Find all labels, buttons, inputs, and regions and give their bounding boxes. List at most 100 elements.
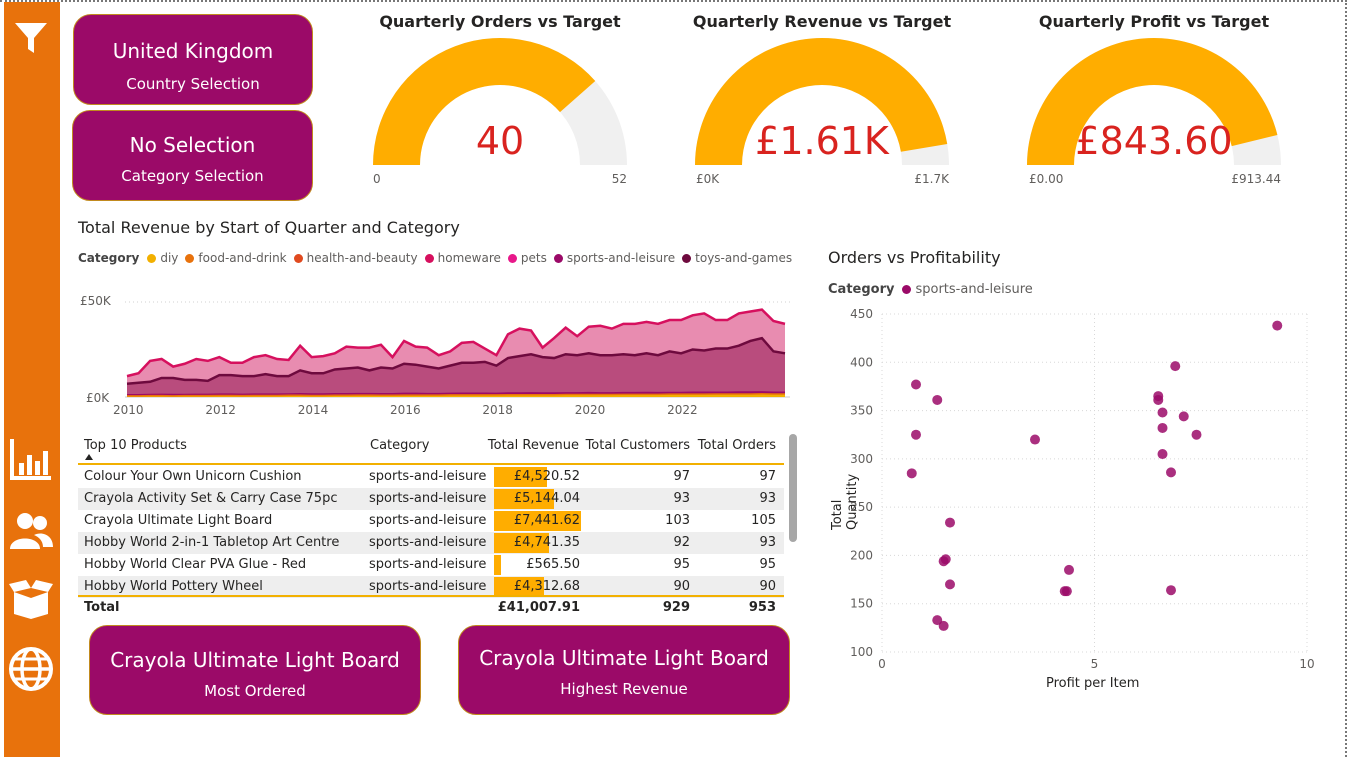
most-ordered-card[interactable]: Crayola Ultimate Light Board Most Ordere… (89, 625, 421, 715)
scatter-point[interactable] (1166, 467, 1176, 478)
legend-item[interactable]: diy (147, 251, 178, 265)
revenue-cell: £4,520.52 (513, 469, 580, 484)
customers-cell: 103 (665, 513, 690, 528)
legend-item[interactable]: pets (507, 251, 547, 265)
column-header-revenue[interactable]: Total Revenue (487, 438, 579, 453)
table-total-row: Total £41,007.91 929 953 (78, 597, 784, 619)
table-row[interactable]: Crayola Activity Set & Carry Case 75pc sp… (78, 488, 784, 510)
gauge-fill (373, 37, 596, 165)
column-header-product[interactable]: Top 10 Products (84, 438, 187, 453)
area-chart-plot[interactable] (125, 297, 790, 402)
gauge-arc (1027, 37, 1281, 165)
legend-title: Category (828, 282, 895, 297)
scatter-point[interactable] (1157, 422, 1168, 433)
table-row[interactable]: Colour Your Own Unicorn Cushion sports-an… (78, 466, 784, 488)
orders-gauge[interactable]: Quarterly Orders vs Target 40 0 52 (355, 2, 645, 197)
legend-item[interactable]: food-and-drink (185, 251, 287, 265)
customers-cell: 97 (673, 469, 690, 484)
profit-gauge[interactable]: Quarterly Profit vs Target £843.60 £0.00… (1009, 2, 1299, 197)
revenue-cell: £5,144.04 (513, 491, 580, 506)
scatter-point[interactable] (1064, 564, 1074, 575)
table-row[interactable]: Crayola Ultimate Light Board sports-and-l… (78, 510, 784, 532)
gauge-min: 0 (373, 172, 381, 186)
most-ordered-label: Most Ordered (204, 682, 306, 700)
globe-icon[interactable] (8, 646, 54, 692)
area-series-toys-and-games[interactable] (127, 338, 785, 397)
x-tick-label: 2014 (297, 403, 329, 417)
customers-cell: 90 (673, 579, 690, 594)
table-row[interactable]: Hobby World Clear PVA Glue - Red sports-a… (78, 554, 784, 576)
y-tick-label: 450 (850, 307, 873, 321)
legend-label: toys-and-games (695, 251, 793, 265)
revenue-cell: £4,312.68 (513, 579, 580, 594)
category-cell: sports-and-leisure (369, 579, 487, 594)
total-customers: 929 (662, 600, 690, 615)
country-selection-card[interactable]: United Kingdom Country Selection (73, 14, 313, 105)
scatter-point[interactable] (1166, 585, 1176, 596)
scatter-point[interactable] (911, 429, 921, 440)
total-revenue: £41,007.91 (497, 600, 580, 615)
gauge-arc (695, 37, 949, 166)
scatter-point[interactable] (1157, 449, 1168, 460)
legend-item[interactable]: homeware (424, 251, 501, 265)
scatter-point[interactable] (945, 517, 955, 528)
scatter-point[interactable] (1061, 586, 1072, 597)
country-selection-label: Country Selection (126, 75, 260, 93)
sort-ascending-icon[interactable] (85, 454, 93, 460)
column-header-category[interactable]: Category (370, 438, 430, 453)
line-series-toys-and-games[interactable] (126, 336, 786, 385)
scatter-point[interactable] (1030, 434, 1040, 445)
country-selection-value: United Kingdom (112, 39, 274, 63)
x-tick-label: 0 (878, 657, 886, 671)
box-icon[interactable] (8, 576, 54, 622)
scatter-point[interactable] (1170, 361, 1181, 372)
column-header-customers[interactable]: Total Customers (585, 438, 690, 453)
scatter-point[interactable] (1272, 320, 1283, 331)
table-row[interactable]: Hobby World Pottery Wheel sports-and-leis… (78, 576, 784, 598)
scatter-point[interactable] (938, 556, 949, 567)
legend-dot (424, 253, 434, 263)
legend-label: food-and-drink (198, 251, 287, 265)
scatter-point[interactable] (1153, 394, 1164, 405)
legend-item[interactable]: sports-and-leisure (902, 282, 1033, 297)
legend-item[interactable]: health-and-beauty (293, 251, 418, 265)
total-orders: 953 (748, 600, 776, 615)
revenue-data-bar (494, 511, 581, 531)
x-tick-label: 2016 (390, 403, 421, 417)
scatter-point[interactable] (911, 379, 921, 390)
scatter-point[interactable] (932, 615, 943, 626)
category-selection-card[interactable]: No Selection Category Selection (72, 110, 313, 201)
scatter-point[interactable] (1157, 407, 1168, 418)
bar-chart-icon[interactable] (8, 436, 54, 482)
scatter-point[interactable] (1178, 411, 1189, 422)
scatter-chart-title: Orders vs Profitability (828, 248, 1001, 267)
revenue-data-bar (494, 467, 547, 487)
line-series-sports-and-leisure[interactable] (127, 391, 785, 396)
gauge-value: £843.60 (1075, 119, 1233, 163)
scatter-point[interactable] (1191, 429, 1202, 440)
customers-cell: 95 (673, 557, 690, 572)
y-tick-label: 400 (850, 355, 873, 369)
table-row[interactable]: Hobby World 2-in-1 Tabletop Art Centre sp… (78, 532, 784, 554)
users-icon[interactable] (8, 508, 54, 554)
line-series-diy[interactable] (127, 393, 785, 397)
column-header-orders[interactable]: Total Orders (697, 438, 776, 453)
scatter-chart-plot[interactable]: 450 400 350 300 250 200 150 100 0 5 10 (840, 302, 1315, 672)
legend-dot (902, 285, 912, 294)
gauge-min: £0.00 (1029, 172, 1064, 186)
scatter-point[interactable] (938, 620, 949, 631)
scatter-point[interactable] (945, 579, 955, 590)
revenue-gauge[interactable]: Quarterly Revenue vs Target £1.61K £0K £… (677, 2, 967, 197)
filter-icon[interactable] (8, 15, 54, 61)
revenue-data-bar (494, 489, 555, 509)
line-series-homeware[interactable] (126, 308, 786, 378)
x-tick-label: 2012 (205, 403, 236, 417)
legend-item[interactable]: toys-and-games (682, 251, 792, 265)
scatter-point[interactable] (932, 394, 943, 405)
legend-item[interactable]: sports-and-leisure (553, 251, 675, 265)
scatter-point[interactable] (906, 468, 917, 479)
legend-label: diy (160, 251, 179, 265)
highest-revenue-card[interactable]: Crayola Ultimate Light Board Highest Rev… (458, 625, 790, 715)
table-scrollbar[interactable] (789, 434, 797, 542)
most-ordered-product: Crayola Ultimate Light Board (110, 648, 400, 672)
